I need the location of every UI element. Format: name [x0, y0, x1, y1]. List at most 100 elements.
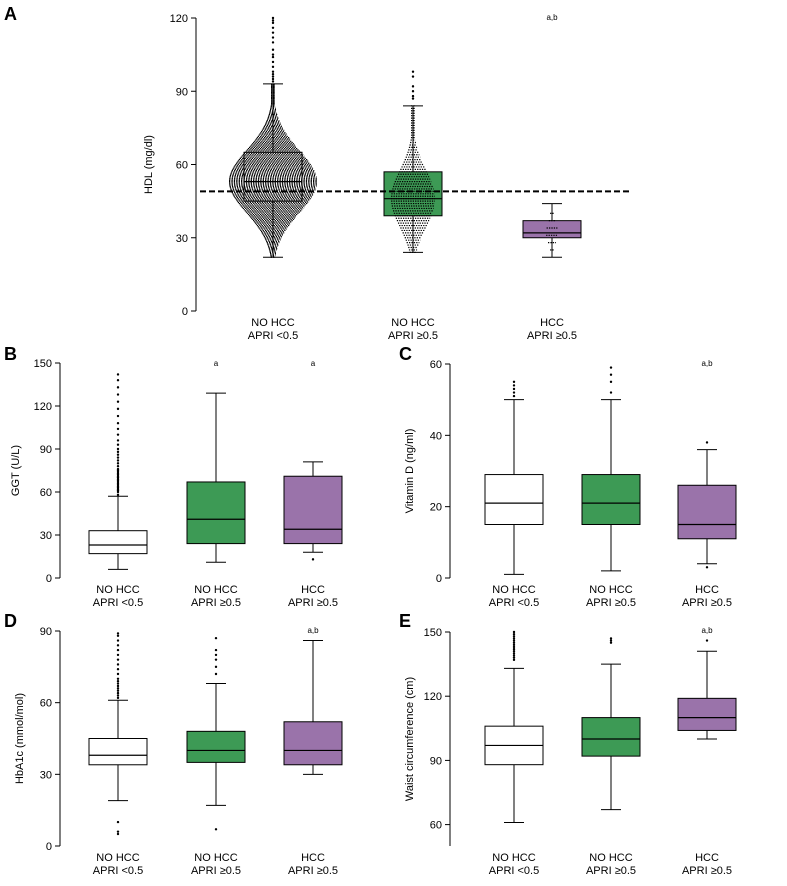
outlier-point: [116, 668, 120, 671]
y-tick-label: 0: [46, 573, 52, 585]
box-iqr: [484, 474, 544, 526]
box-group: [383, 70, 443, 253]
outlier-point: [512, 391, 516, 394]
category-label-line1: NO HCC: [96, 584, 139, 596]
outlier-point: [705, 441, 709, 444]
box-group: [581, 366, 641, 572]
y-tick-label: 30: [40, 530, 52, 542]
outlier-point: [609, 639, 613, 642]
outlier-point: [411, 70, 415, 73]
y-tick-label: 120: [34, 401, 52, 413]
box-iqr: [283, 475, 343, 545]
box-group: [88, 373, 148, 570]
category-label-line1: HCC: [695, 852, 719, 864]
y-tick-label: 60: [176, 160, 188, 172]
category-label-line1: NO HCC: [492, 584, 535, 596]
outlier-point: [116, 832, 120, 836]
outlier-point: [116, 393, 120, 396]
outlier-point: [116, 453, 120, 456]
outlier-point: [214, 658, 218, 661]
outlier-point: [512, 639, 516, 642]
outlier-point: [116, 658, 120, 661]
outlier-point: [116, 447, 120, 451]
category-label-line2: APRI ≥0.5: [586, 865, 636, 877]
outlier-point: [411, 94, 415, 98]
outlier-point: [705, 639, 709, 642]
y-tick-label: 150: [34, 358, 52, 370]
outlier-point: [705, 566, 709, 569]
outlier-point: [271, 41, 275, 44]
outlier-point: [116, 439, 120, 442]
significance-annotation: a: [311, 359, 316, 368]
box-group: [484, 630, 544, 823]
category-label-line2: APRI <0.5: [93, 597, 143, 609]
outlier-point: [512, 641, 516, 644]
outlier-point: [271, 26, 275, 29]
outlier-point: [214, 653, 218, 657]
category-label-line2: APRI ≥0.5: [586, 597, 636, 609]
box-group: [186, 392, 246, 563]
y-tick-label: 30: [40, 769, 52, 781]
box-iqr: [88, 738, 148, 766]
significance-annotation: a,b: [701, 359, 713, 368]
category-label-line2: APRI <0.5: [489, 597, 539, 609]
category-label-line1: HCC: [301, 852, 325, 864]
outlier-point: [214, 672, 218, 676]
outlier-point: [512, 632, 516, 636]
panel-e: E 60 90 120 150 Waist circumference (cm) NO HC…: [399, 611, 737, 877]
outlier-point: [512, 658, 516, 662]
outlier-point: [116, 672, 120, 676]
box-group: [283, 640, 343, 775]
outlier-point: [271, 77, 275, 81]
significance-annotation: a: [214, 359, 219, 368]
y-tick-label: 20: [430, 502, 442, 514]
outlier-point: [116, 682, 120, 685]
outlier-point: [512, 650, 516, 653]
category-label-line1: NO HCC: [589, 584, 632, 596]
category-label-line2: APRI ≥0.5: [527, 330, 577, 342]
y-tick-label: 60: [40, 698, 52, 710]
outlier-point: [116, 677, 120, 680]
box-group: [484, 380, 544, 575]
category-label-line1: NO HCC: [589, 852, 632, 864]
y-tick-label: 90: [40, 626, 52, 638]
y-tick-label: 0: [436, 573, 442, 585]
outlier-point: [311, 558, 315, 561]
significance-annotation: a,b: [701, 626, 713, 635]
outlier-point: [271, 75, 275, 78]
outlier-point: [116, 694, 120, 697]
outlier-point: [116, 459, 120, 462]
box-group: [677, 441, 737, 569]
outlier-point: [512, 654, 516, 657]
outlier-point: [116, 462, 120, 465]
outlier-point: [116, 379, 120, 382]
outlier-point: [512, 643, 516, 647]
outlier-point: [512, 656, 516, 659]
category-label-line1: NO HCC: [194, 584, 237, 596]
panel-letter: A: [4, 4, 17, 24]
outlier-point: [271, 55, 275, 59]
outlier-point: [271, 80, 275, 83]
box-group: [677, 639, 737, 740]
outlier-point: [512, 394, 516, 398]
panel-letter: C: [399, 344, 412, 364]
category-label-line1: HCC: [301, 584, 325, 596]
outlier-point: [116, 422, 120, 425]
outlier-point: [512, 645, 516, 649]
y-axis-label: Waist circumference (cm): [404, 677, 416, 801]
outlier-point: [271, 31, 275, 34]
outlier-point: [271, 48, 275, 51]
outlier-point: [271, 36, 275, 39]
y-tick-label: 60: [40, 487, 52, 499]
outlier-point: [271, 70, 275, 73]
outlier-point: [116, 687, 120, 690]
box-iqr: [677, 484, 737, 540]
outlier-point: [116, 493, 120, 497]
category-label-line2: APRI <0.5: [93, 865, 143, 877]
outlier-point: [116, 830, 120, 833]
box-group: [581, 637, 641, 811]
y-tick-label: 0: [46, 841, 52, 853]
category-label-line1: HCC: [695, 584, 719, 596]
y-tick-label: 90: [40, 444, 52, 456]
